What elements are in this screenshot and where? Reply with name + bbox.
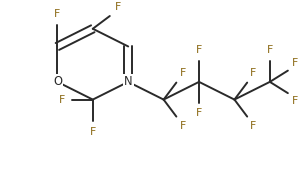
Text: F: F [292, 58, 299, 68]
Text: F: F [115, 2, 121, 12]
Text: F: F [292, 96, 299, 106]
Text: F: F [54, 8, 60, 19]
Text: O: O [53, 75, 62, 88]
Text: N: N [124, 75, 133, 88]
Text: F: F [59, 95, 65, 105]
Text: F: F [267, 45, 273, 55]
Text: F: F [250, 121, 257, 131]
Text: F: F [196, 109, 202, 118]
Text: F: F [250, 68, 257, 78]
Text: F: F [180, 68, 186, 78]
Text: F: F [180, 121, 186, 131]
Text: F: F [196, 45, 202, 55]
Text: F: F [90, 127, 96, 138]
